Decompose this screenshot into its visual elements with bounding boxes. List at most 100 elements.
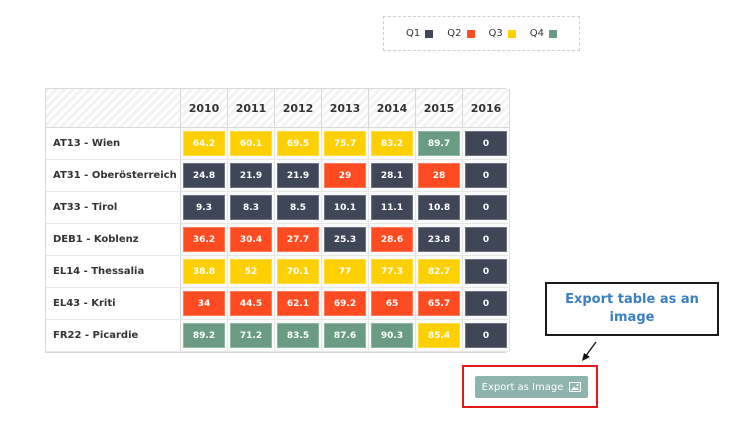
row-label: AT33 - Tirol (46, 191, 181, 224)
heat-cell-value: 10.8 (418, 195, 460, 220)
table-cell: 21.9 (274, 159, 322, 192)
legend-label: Q2 (447, 28, 462, 39)
table-cell: 21.9 (227, 159, 275, 192)
table-cell: 38.8 (180, 255, 228, 288)
heat-cell-value: 8.5 (277, 195, 319, 220)
table-corner (46, 89, 181, 128)
heat-cell-value: 28 (418, 163, 460, 188)
table-cell: 89.7 (415, 127, 463, 160)
table-cell: 52 (227, 255, 275, 288)
heat-cell-value: 23.8 (418, 227, 460, 252)
row-label: AT31 - Oberösterreich (46, 159, 181, 192)
heat-cell-value: 83.5 (277, 323, 319, 348)
heat-cell-value: 83.2 (371, 131, 413, 156)
image-icon (569, 382, 582, 392)
table-cell: 0 (462, 127, 510, 160)
table-row: AT13 - Wien 64.2 60.1 69.5 75.7 83.2 89.7 0 (46, 127, 510, 160)
legend-item-q3[interactable]: Q3 (489, 28, 516, 39)
heat-cell-value: 0 (465, 131, 507, 156)
table-cell: 44.5 (227, 287, 275, 320)
heat-cell-value: 21.9 (230, 163, 272, 188)
row-label: AT13 - Wien (46, 127, 181, 160)
year-header: 2012 (274, 89, 322, 128)
table-cell: 62.1 (274, 287, 322, 320)
table-cell: 70.1 (274, 255, 322, 288)
table-cell: 77 (321, 255, 369, 288)
legend-swatch (466, 29, 475, 38)
table-cell: 69.2 (321, 287, 369, 320)
heat-cell-value: 0 (465, 291, 507, 316)
table-cell: 83.5 (274, 319, 322, 352)
heat-cell-value: 28.6 (371, 227, 413, 252)
legend-item-q4[interactable]: Q4 (530, 28, 557, 39)
table-cell: 8.3 (227, 191, 275, 224)
heat-cell-value: 89.2 (183, 323, 225, 348)
table-cell: 75.7 (321, 127, 369, 160)
legend-swatch (548, 29, 557, 38)
heat-cell-value: 21.9 (277, 163, 319, 188)
table-cell: 28.6 (368, 223, 416, 256)
heat-cell-value: 77.3 (371, 259, 413, 284)
year-header: 2013 (321, 89, 369, 128)
heat-cell-value: 28.1 (371, 163, 413, 188)
heat-cell-value: 69.2 (324, 291, 366, 316)
table-cell: 0 (462, 319, 510, 352)
table-row: AT33 - Tirol 9.3 8.3 8.5 10.1 11.1 10.8 0 (46, 191, 510, 224)
export-button-label: Export as Image (481, 381, 564, 393)
heat-cell-value: 44.5 (230, 291, 272, 316)
table-cell: 0 (462, 191, 510, 224)
heat-cell-value: 36.2 (183, 227, 225, 252)
heat-cell-value: 38.8 (183, 259, 225, 284)
table-cell: 25.3 (321, 223, 369, 256)
table-cell: 28 (415, 159, 463, 192)
table-row: EL14 - Thessalia 38.8 52 70.1 77 77.3 82.7 0 (46, 255, 510, 288)
heat-cell-value: 71.2 (230, 323, 272, 348)
table-cell: 69.5 (274, 127, 322, 160)
row-label: DEB1 - Koblenz (46, 223, 181, 256)
table-cell: 30.4 (227, 223, 275, 256)
table-cell: 9.3 (180, 191, 228, 224)
legend-item-q1[interactable]: Q1 (406, 28, 434, 39)
year-header: 2011 (227, 89, 275, 128)
heat-cell-value: 64.2 (183, 131, 225, 156)
table-cell: 8.5 (274, 191, 322, 224)
heat-cell-value: 90.3 (371, 323, 413, 348)
table-cell: 65.7 (415, 287, 463, 320)
table-cell: 85.4 (415, 319, 463, 352)
heat-cell-value: 29 (324, 163, 366, 188)
heat-cell-value: 27.7 (277, 227, 319, 252)
table-cell: 90.3 (368, 319, 416, 352)
heatmap-table: 2010 2011 2012 2013 2014 2015 2016 AT13 - Wien… (45, 88, 510, 353)
heat-cell-value: 8.3 (230, 195, 272, 220)
heat-cell-value: 34 (183, 291, 225, 316)
heat-cell-value: 65.7 (418, 291, 460, 316)
heat-cell-value: 52 (230, 259, 272, 284)
table-cell: 83.2 (368, 127, 416, 160)
heat-cell-value: 24.8 (183, 163, 225, 188)
heat-cell-value: 87.6 (324, 323, 366, 348)
table-row: DEB1 - Koblenz 36.2 30.4 27.7 25.3 28.6 23.8 0 (46, 223, 510, 256)
heat-cell-value: 30.4 (230, 227, 272, 252)
table-cell: 29 (321, 159, 369, 192)
row-label: FR22 - Picardie (46, 319, 181, 352)
export-callout: Export table as an image (545, 282, 719, 336)
heat-cell-value: 65 (371, 291, 413, 316)
row-label: EL43 - Kriti (46, 287, 181, 320)
table-row: FR22 - Picardie 89.2 71.2 83.5 87.6 90.3 85.4 0 (46, 319, 510, 352)
heat-cell-value: 77 (324, 259, 366, 284)
heat-cell-value: 62.1 (277, 291, 319, 316)
heat-cell-value: 25.3 (324, 227, 366, 252)
heat-cell-value: 69.5 (277, 131, 319, 156)
export-highlight-box (462, 365, 598, 408)
legend-swatch (425, 29, 434, 38)
export-as-image-button[interactable]: Export as Image (475, 376, 588, 398)
legend-item-q2[interactable]: Q2 (447, 28, 475, 39)
table-cell: 82.7 (415, 255, 463, 288)
table-cell: 71.2 (227, 319, 275, 352)
heat-cell-value: 60.1 (230, 131, 272, 156)
table-cell: 27.7 (274, 223, 322, 256)
heat-cell-value: 0 (465, 163, 507, 188)
table-cell: 36.2 (180, 223, 228, 256)
table-cell: 65 (368, 287, 416, 320)
heat-cell-value: 11.1 (371, 195, 413, 220)
